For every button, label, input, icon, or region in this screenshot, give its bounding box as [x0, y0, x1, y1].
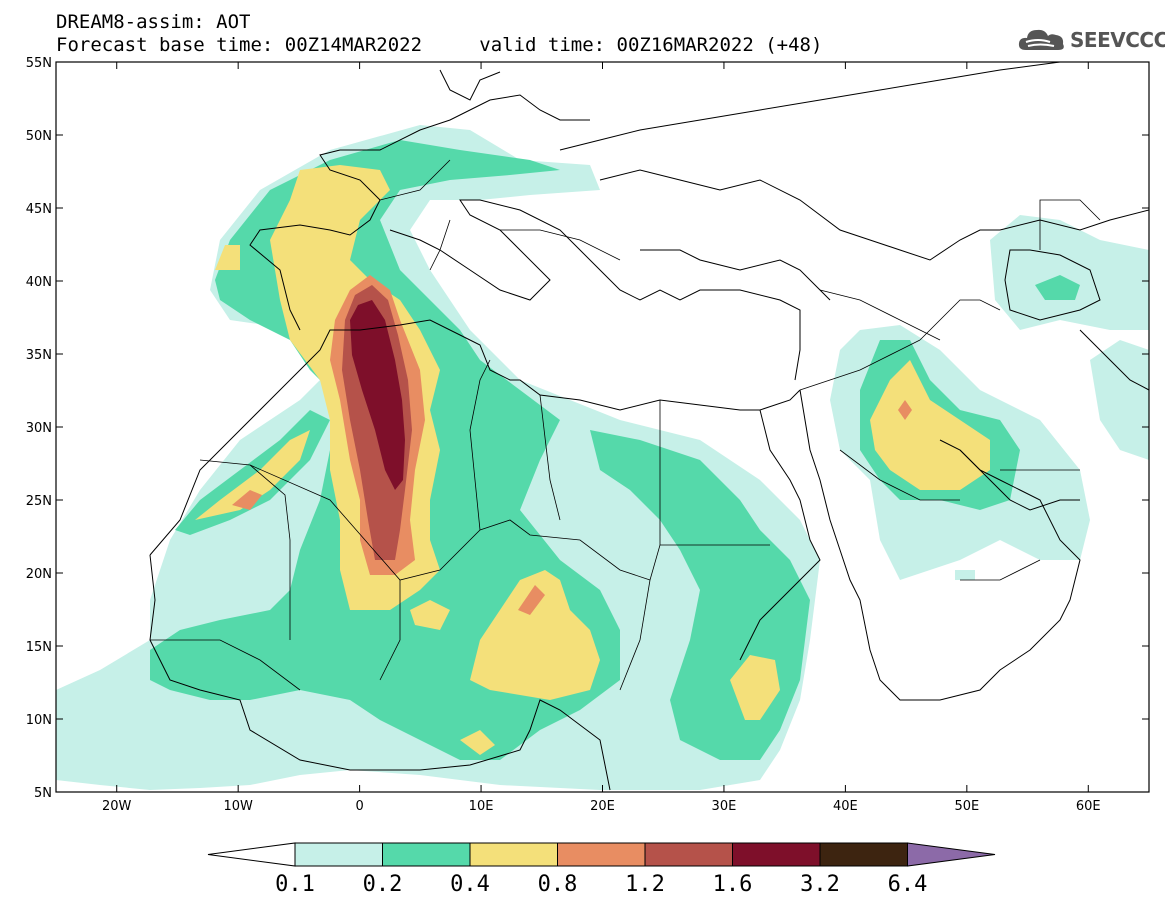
colorbar-label: 1.2 — [625, 872, 665, 897]
lat-tick-label: 25N — [26, 494, 52, 509]
lon-tick-label: 10E — [469, 799, 494, 814]
colorbar-swatch — [557, 842, 646, 867]
colorbar-swatch — [469, 842, 558, 867]
lat-tick-label: 15N — [26, 640, 52, 655]
lon-tick-label: 20W — [102, 799, 132, 814]
colorbar-label: 0.1 — [275, 872, 315, 897]
colorbar-swatch — [644, 842, 733, 867]
colorbar-label: 0.4 — [450, 872, 490, 897]
lat-tick-label: 5N — [34, 786, 52, 801]
lat-tick-label: 10N — [26, 713, 52, 728]
lat-tick-label: 40N — [26, 275, 52, 290]
colorbar-label: 6.4 — [887, 872, 928, 897]
colorbar-swatch — [819, 842, 908, 867]
lat-tick-label: 35N — [26, 348, 52, 363]
map-title: DREAM8-assim: AOT — [56, 11, 251, 33]
valid-time: valid time: 00Z16MAR2022 (+48) — [479, 34, 823, 56]
colorbar-max-arrow — [907, 842, 996, 867]
lon-tick-label: 40E — [833, 799, 858, 814]
colorbar-swatch — [382, 842, 471, 867]
colorbar-label: 0.8 — [537, 872, 578, 897]
axis-ticks: 5N 10N 15N 20N 25N 30N 35N 40N 45N 50N 55N 20W 10W 0 1… — [26, 56, 1149, 814]
logo-text: SEEVCCC — [1070, 28, 1165, 52]
base-time: Forecast base time: 00Z14MAR2022 — [56, 34, 423, 56]
lat-tick-label: 55N — [26, 56, 52, 71]
seevccc-logo: SEEVCCC — [1018, 26, 1165, 54]
aot-level-1.6 — [350, 300, 405, 490]
aot-field — [56, 125, 1149, 790]
colorbar-swatch — [732, 842, 821, 867]
lat-tick-label: 30N — [26, 421, 52, 436]
map-subtitle: Forecast base time: 00Z14MAR2022 valid t… — [56, 35, 822, 55]
lat-tick-label: 20N — [26, 567, 52, 582]
colorbar-label: 0.2 — [362, 872, 403, 897]
colorbar-label: 1.6 — [712, 872, 753, 897]
colorbar — [207, 842, 996, 867]
lon-tick-label: 50E — [954, 799, 979, 814]
lat-tick-label: 45N — [26, 202, 52, 217]
lon-tick-label: 10W — [223, 799, 253, 814]
lat-tick-label: 50N — [26, 129, 52, 144]
colorbar-min-arrow — [207, 842, 296, 867]
coastlines — [149, 62, 1149, 791]
lon-tick-label: 20E — [590, 799, 615, 814]
lon-tick-label: 30E — [712, 799, 737, 814]
cloud-icon — [1018, 29, 1064, 50]
lon-tick-label: 60E — [1076, 799, 1101, 814]
colorbar-label: 3.2 — [800, 872, 840, 897]
colorbar-swatch — [294, 842, 383, 867]
country-borders — [150, 159, 1101, 691]
lon-tick-label: 0 — [355, 799, 363, 814]
